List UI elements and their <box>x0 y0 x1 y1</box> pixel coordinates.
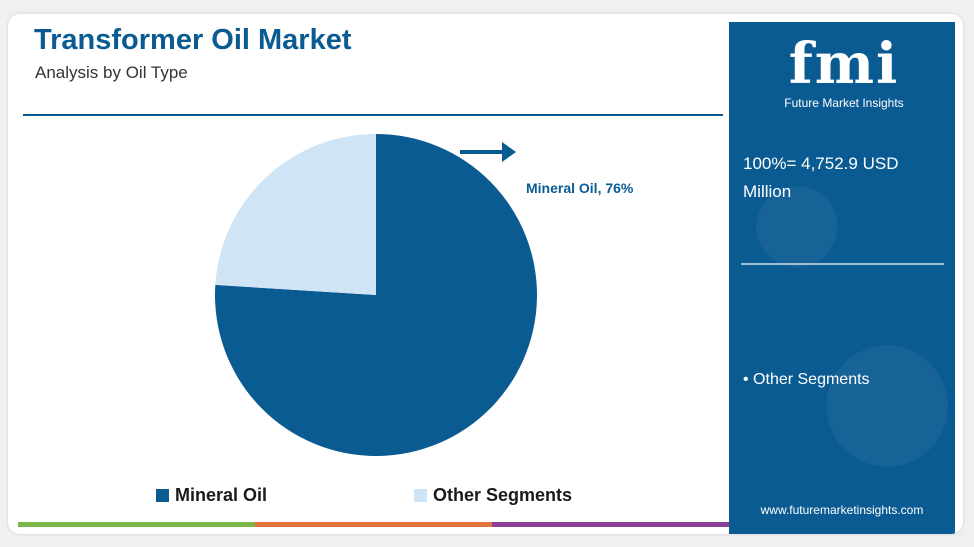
pie-slice-mineral-oil <box>215 134 538 456</box>
info-sidebar: fmi Future Market Insights 100%= 4,752.9… <box>729 22 955 534</box>
slice-annotation: Mineral Oil, 76% <box>526 180 634 196</box>
page-title: Transformer Oil Market <box>34 24 352 56</box>
bottom-bar-segment <box>18 522 255 527</box>
sidebar-divider <box>741 263 944 265</box>
pie-slice-other-segments <box>215 134 376 295</box>
legend-swatch-other-segments <box>414 488 427 502</box>
logo-wordmark: fmi <box>788 31 900 97</box>
bottom-bar-segment <box>492 522 729 527</box>
website-url[interactable]: www.futuremarketinsights.com <box>760 503 924 517</box>
legend-swatch-mineral-oil <box>156 488 169 502</box>
chart-card: Transformer Oil Market Analysis by Oil T… <box>8 14 963 534</box>
page-subtitle: Analysis by Oil Type <box>35 63 188 82</box>
sidebar-pattern <box>729 22 955 534</box>
sidebar-bullet: • Other Segments <box>743 371 870 388</box>
bottom-bar-segment <box>255 522 492 527</box>
bottom-color-bar <box>18 522 729 527</box>
logo-subtitle: Future Market Insights <box>784 96 904 110</box>
legend-item-mineral-oil: Mineral Oil <box>156 484 267 506</box>
legend-label-mineral-oil: Mineral Oil <box>175 484 268 505</box>
pie-chart <box>215 134 538 456</box>
annotation-arrow-icon <box>502 142 516 162</box>
legend-item-other-segments: Other Segments <box>414 484 572 506</box>
legend-label-other-segments: Other Segments <box>433 484 573 505</box>
title-divider <box>23 114 723 116</box>
fmi-logo: fmi Future Market Insights <box>759 34 929 114</box>
market-total: 100%= 4,752.9 USD Million <box>743 154 899 201</box>
